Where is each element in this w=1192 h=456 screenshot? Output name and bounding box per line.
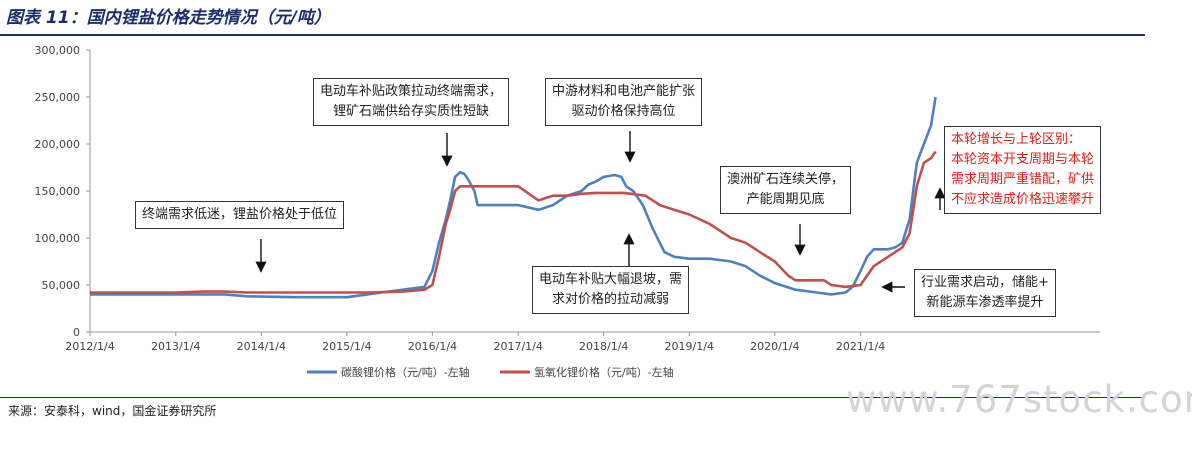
annotation-line: 终端需求低迷，锂盐价格处于低位 bbox=[142, 207, 338, 222]
x-tick-label: 2015/1/4 bbox=[322, 340, 371, 353]
annotation-line: 新能源车渗透率提升 bbox=[926, 295, 1044, 310]
y-tick-label: 150,000 bbox=[35, 185, 81, 198]
chart-axes: 0 50,000 100,000 150,000 200,000 250,000 300,0… bbox=[35, 44, 1100, 353]
y-tick-label: 200,000 bbox=[35, 138, 81, 151]
annotation-line: 电动车补贴大幅退坡，需 bbox=[539, 272, 683, 287]
x-tick-label: 2016/1/4 bbox=[408, 340, 457, 353]
annotation-line: 电动车补贴政策拉动终端需求， bbox=[320, 84, 503, 99]
annotation-box: 终端需求低迷，锂盐价格处于低位 bbox=[135, 201, 345, 229]
x-tick-label: 2014/1/4 bbox=[237, 340, 286, 353]
y-tick-label: 250,000 bbox=[35, 91, 81, 104]
y-tick-label: 50,000 bbox=[42, 279, 81, 292]
series-line-lithium-hydroxide bbox=[90, 150, 937, 294]
chart-legend: 碳酸锂价格（元/吨）-左轴 氢氧化锂价格（元/吨）-左轴 bbox=[307, 365, 674, 379]
legend-label: 碳酸锂价格（元/吨）-左轴 bbox=[341, 365, 470, 379]
x-tick-label: 2020/1/4 bbox=[750, 340, 799, 353]
annotation-line: 本轮增长与上轮区别： bbox=[951, 132, 1082, 147]
annotation-line: 不应求造成价格迅速攀升 bbox=[951, 192, 1095, 207]
annotation-line: 需求周期严重错配，矿供 bbox=[951, 172, 1095, 187]
y-tick-label: 0 bbox=[73, 326, 80, 339]
x-tick-label: 2021/1/4 bbox=[836, 340, 885, 353]
y-tick-label: 100,000 bbox=[35, 232, 81, 245]
watermark: www.767stock.com bbox=[846, 378, 1192, 421]
line-chart: 0 50,000 100,000 150,000 200,000 250,000 300,0… bbox=[35, 44, 1100, 379]
annotation-line: 锂矿石端供给存实质性短缺 bbox=[333, 104, 490, 119]
x-tick-label: 2012/1/4 bbox=[65, 340, 114, 353]
annotation-box: 中游材料和电池产能扩张 驱动价格保持高位 bbox=[545, 78, 703, 126]
annotation-box: 电动车补贴政策拉动终端需求， 锂矿石端供给存实质性短缺 bbox=[313, 78, 510, 126]
annotation-line: 驱动价格保持高位 bbox=[571, 104, 676, 119]
chart-series bbox=[90, 96, 937, 299]
annotation-line: 求对价格的拉动减弱 bbox=[552, 292, 670, 307]
annotation-line: 中游材料和电池产能扩张 bbox=[552, 84, 696, 99]
annotation-box: 电动车补贴大幅退坡，需 求对价格的拉动减弱 bbox=[532, 266, 690, 314]
footer-divider bbox=[0, 397, 1145, 398]
x-tick-label: 2019/1/4 bbox=[665, 340, 714, 353]
annotation-box: 澳洲矿石连续关停， 产能周期见底 bbox=[720, 166, 852, 214]
series-line-lithium-carbonate bbox=[90, 96, 937, 299]
annotation-line: 本轮资本开支周期与本轮 bbox=[951, 152, 1095, 167]
title-divider bbox=[0, 34, 1145, 36]
x-tick-label: 2013/1/4 bbox=[151, 340, 200, 353]
y-tick-label: 300,000 bbox=[35, 44, 81, 57]
annotation-box: 行业需求启动，储能+ 新能源车渗透率提升 bbox=[914, 269, 1056, 317]
annotation-line: 澳洲矿石连续关停， bbox=[727, 172, 845, 187]
x-tick-label: 2018/1/4 bbox=[579, 340, 628, 353]
annotation-arrows bbox=[255, 131, 946, 293]
annotation-line: 产能周期见底 bbox=[746, 192, 825, 207]
annotation-box: 本轮增长与上轮区别： 本轮资本开支周期与本轮 需求周期严重错配，矿供 不应求造成价格迅… bbox=[944, 126, 1102, 214]
legend-label: 氢氧化锂价格（元/吨）-左轴 bbox=[534, 365, 674, 379]
source-note: 来源：安泰科，wind，国金证券研究所 bbox=[8, 404, 217, 418]
figure-title: 图表 11：国内锂盐价格走势情况（元/吨） bbox=[6, 8, 331, 28]
x-tick-label: 2017/1/4 bbox=[493, 340, 542, 353]
annotation-line: 行业需求启动，储能+ bbox=[921, 275, 1049, 290]
